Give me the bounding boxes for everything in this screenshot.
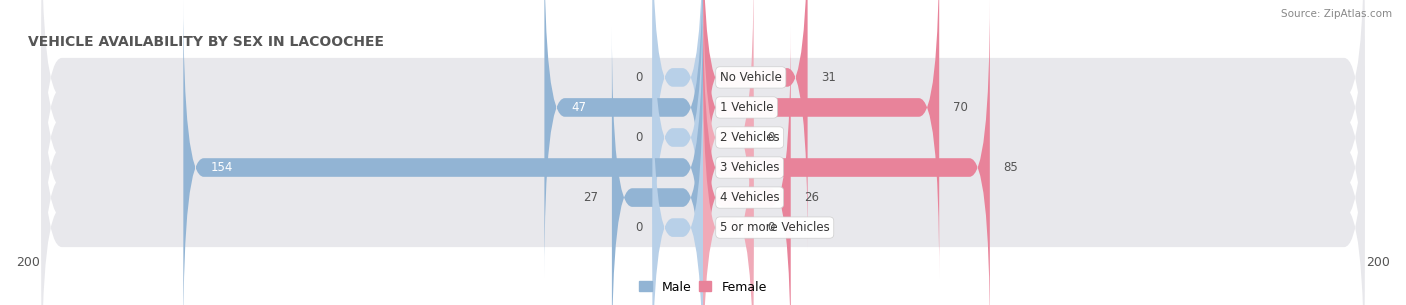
FancyBboxPatch shape xyxy=(703,0,939,278)
Text: 0: 0 xyxy=(636,131,643,144)
Text: 1 Vehicle: 1 Vehicle xyxy=(720,101,773,114)
FancyBboxPatch shape xyxy=(652,0,703,248)
Text: 0: 0 xyxy=(768,131,775,144)
Text: 154: 154 xyxy=(211,161,233,174)
Text: 3 Vehicles: 3 Vehicles xyxy=(720,161,779,174)
FancyBboxPatch shape xyxy=(42,0,1364,298)
FancyBboxPatch shape xyxy=(703,0,990,305)
Text: 4 Vehicles: 4 Vehicles xyxy=(720,191,779,204)
FancyBboxPatch shape xyxy=(42,0,1364,268)
Text: Source: ZipAtlas.com: Source: ZipAtlas.com xyxy=(1281,9,1392,19)
Text: 85: 85 xyxy=(1004,161,1018,174)
Text: 0: 0 xyxy=(636,71,643,84)
FancyBboxPatch shape xyxy=(42,7,1364,305)
FancyBboxPatch shape xyxy=(183,0,703,305)
Text: 47: 47 xyxy=(571,101,586,114)
Legend: Male, Female: Male, Female xyxy=(634,275,772,299)
FancyBboxPatch shape xyxy=(703,57,754,305)
FancyBboxPatch shape xyxy=(652,57,703,305)
Text: 70: 70 xyxy=(953,101,967,114)
Text: 5 or more Vehicles: 5 or more Vehicles xyxy=(720,221,830,234)
Text: 0: 0 xyxy=(768,221,775,234)
Text: No Vehicle: No Vehicle xyxy=(720,71,782,84)
Text: 0: 0 xyxy=(636,221,643,234)
Text: VEHICLE AVAILABILITY BY SEX IN LACOOCHEE: VEHICLE AVAILABILITY BY SEX IN LACOOCHEE xyxy=(28,35,384,49)
FancyBboxPatch shape xyxy=(652,0,703,305)
Text: 2 Vehicles: 2 Vehicles xyxy=(720,131,779,144)
Text: 27: 27 xyxy=(583,191,599,204)
FancyBboxPatch shape xyxy=(703,0,807,248)
Text: 26: 26 xyxy=(804,191,820,204)
FancyBboxPatch shape xyxy=(703,0,754,305)
FancyBboxPatch shape xyxy=(612,27,703,305)
FancyBboxPatch shape xyxy=(42,67,1364,305)
FancyBboxPatch shape xyxy=(703,27,790,305)
FancyBboxPatch shape xyxy=(42,0,1364,238)
FancyBboxPatch shape xyxy=(544,0,703,278)
FancyBboxPatch shape xyxy=(42,37,1364,305)
Text: 31: 31 xyxy=(821,71,837,84)
